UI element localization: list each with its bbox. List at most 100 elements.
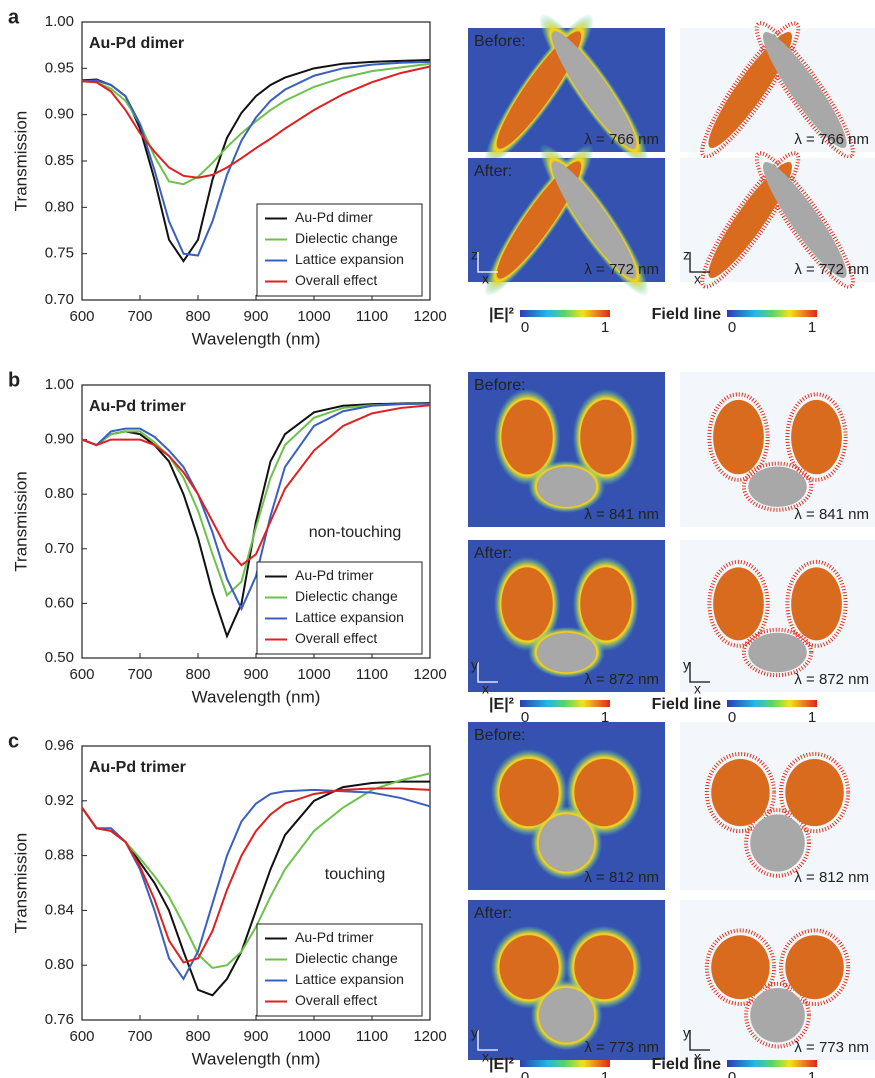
particle	[763, 161, 847, 279]
y-tick-label: 0.90	[45, 106, 74, 123]
particle	[501, 399, 553, 475]
particle	[496, 161, 582, 279]
legend-label: Dielectic change	[295, 230, 398, 246]
x-tick-label: 600	[69, 308, 94, 325]
wavelength-label: λ = 872 nm	[584, 671, 659, 688]
panel-label: a	[8, 6, 20, 28]
axis-letter: x	[482, 1049, 489, 1065]
wavelength-label: λ = 766 nm	[794, 131, 869, 148]
axis-letter: y	[471, 657, 478, 673]
wavelength-label: λ = 812 nm	[794, 869, 869, 886]
particle	[499, 758, 559, 827]
panel-label: b	[8, 369, 20, 391]
particle	[791, 399, 842, 475]
particle	[538, 814, 595, 872]
wavelength-label: λ = 872 nm	[794, 671, 869, 688]
field-lines	[707, 392, 770, 482]
particle	[711, 758, 770, 827]
colorbar	[727, 310, 817, 317]
particle	[536, 466, 597, 507]
y-axis-title: Transmission	[11, 111, 30, 211]
colorbar-title: |E|²	[489, 306, 514, 323]
particle	[708, 161, 792, 279]
field-lines	[785, 392, 848, 482]
colorbar-tick-label: 0	[728, 1069, 736, 1078]
axis-glyph	[477, 252, 498, 273]
field-lines	[741, 627, 814, 678]
particle	[551, 161, 637, 279]
x-tick-label: 1100	[356, 308, 388, 325]
field-lines	[778, 928, 851, 1007]
axis-letter: z	[471, 247, 478, 263]
series-line	[81, 787, 431, 964]
colorbar-tick-label: 0	[728, 709, 736, 726]
wavelength-label: λ = 772 nm	[794, 261, 869, 278]
legend-label: Au-Pd trimer	[295, 929, 374, 945]
y-tick-label: 0.95	[45, 59, 74, 76]
particle	[748, 466, 807, 507]
y-tick-label: 0.96	[45, 737, 74, 754]
particle	[763, 31, 847, 149]
axis-letter: x	[694, 1049, 701, 1065]
axis-glyph	[477, 1030, 498, 1051]
colorbar-title: |E|²	[489, 696, 514, 713]
y-tick-label: 0.60	[45, 594, 74, 611]
panel-label: c	[8, 730, 19, 752]
field-lines	[785, 559, 848, 648]
series-line	[81, 60, 431, 257]
particle	[501, 567, 553, 641]
state-label: Before:	[474, 727, 526, 744]
y-axis-title: Transmission	[11, 471, 30, 571]
y-tick-label: 0.84	[45, 901, 74, 918]
x-tick-label: 1200	[413, 1028, 446, 1045]
x-tick-label: 1000	[297, 308, 330, 325]
legend-label: Au-Pd trimer	[295, 567, 374, 583]
field-lines	[704, 928, 777, 1007]
particle	[536, 632, 597, 673]
particle	[750, 814, 805, 872]
axis-letter: x	[694, 271, 701, 287]
wavelength-label: λ = 841 nm	[794, 506, 869, 523]
x-axis-title: Wavelength (nm)	[192, 329, 321, 348]
colorbar	[727, 1060, 817, 1067]
state-label: After:	[474, 905, 512, 922]
particle	[791, 567, 842, 641]
particle	[748, 632, 807, 673]
field-lines	[707, 559, 770, 648]
field-lines	[744, 981, 811, 1049]
particle	[711, 935, 770, 1000]
x-tick-label: 1200	[413, 666, 446, 683]
colorbar	[520, 1060, 610, 1067]
colorbar-title: Field line	[652, 1056, 721, 1073]
particle	[496, 31, 582, 149]
y-tick-label: 0.80	[45, 956, 74, 973]
wavelength-label: λ = 773 nm	[794, 1039, 869, 1056]
colorbar-tick-label: 1	[601, 709, 609, 726]
colorbar-tick-label: 1	[808, 319, 816, 336]
wavelength-label: λ = 766 nm	[584, 131, 659, 148]
colorbar	[727, 700, 817, 707]
axis-glyph	[477, 662, 498, 683]
state-label: After:	[474, 163, 512, 180]
x-axis-title: Wavelength (nm)	[192, 687, 321, 706]
x-tick-label: 1100	[356, 1028, 388, 1045]
x-tick-label: 700	[127, 308, 152, 325]
particle	[580, 567, 632, 641]
series-line	[81, 404, 431, 567]
series-line	[81, 402, 431, 612]
series-line	[81, 65, 431, 179]
y-tick-label: 0.92	[45, 792, 74, 809]
axis-letter: y	[683, 1025, 690, 1041]
particle	[708, 31, 792, 149]
colorbar-tick-label: 1	[601, 319, 609, 336]
x-tick-label: 900	[243, 1028, 268, 1045]
state-label: After:	[474, 545, 512, 562]
colorbar-title: Field line	[652, 306, 721, 323]
x-tick-label: 900	[243, 308, 268, 325]
x-tick-label: 1200	[413, 308, 446, 325]
particle	[785, 935, 844, 1000]
colorbar-tick-label: 0	[521, 709, 529, 726]
axis-glyph	[689, 252, 710, 273]
field-lines	[778, 751, 851, 834]
legend-label: Overall effect	[295, 992, 377, 1008]
